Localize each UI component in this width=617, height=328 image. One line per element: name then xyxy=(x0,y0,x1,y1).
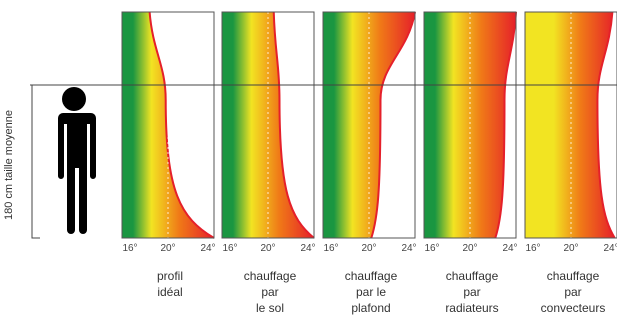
caption-line: chauffage xyxy=(445,269,499,283)
tick-label: 20° xyxy=(563,243,579,254)
profile-area-1 xyxy=(122,12,214,238)
caption-line: radiateurs xyxy=(445,301,499,315)
tick-label: 24° xyxy=(300,243,316,254)
caption-line: convecteurs xyxy=(540,301,606,315)
tick-label: 16° xyxy=(525,243,541,254)
profile-caption-3: chauffage par le plafond xyxy=(325,268,417,316)
profile-caption-4: chauffage par radiateurs xyxy=(426,268,518,316)
caption-line: chauffage xyxy=(546,269,600,283)
tick-label: 16° xyxy=(122,243,138,254)
caption-line: par xyxy=(564,285,582,299)
panel-frame-1 xyxy=(121,11,215,239)
panel-frame-5 xyxy=(524,11,617,239)
profile-curve-4 xyxy=(494,11,517,239)
tick-label: 24° xyxy=(401,243,417,254)
panel-frame-3 xyxy=(322,11,416,239)
caption-line: plafond xyxy=(351,301,391,315)
caption-line: chauffage xyxy=(344,269,398,283)
caption-line: par xyxy=(463,285,481,299)
caption-line: profil xyxy=(156,269,183,283)
profile-caption-1: profil idéal xyxy=(124,268,216,300)
tick-label: 20° xyxy=(361,243,377,254)
profile-area-4 xyxy=(424,12,516,238)
caption-line: idéal xyxy=(157,285,183,299)
profile-curve-2 xyxy=(272,11,315,239)
panel-frame-4 xyxy=(423,11,517,239)
caption-line: par le xyxy=(355,285,387,299)
tick-label: 24° xyxy=(200,243,216,254)
tick-label: 16° xyxy=(323,243,339,254)
profile-area-5 xyxy=(525,12,615,238)
tick-label: 24° xyxy=(603,243,617,254)
tick-label: 20° xyxy=(160,243,176,254)
profile-curve-1 xyxy=(148,11,215,239)
tick-label: 16° xyxy=(424,243,440,254)
tick-label: 20° xyxy=(462,243,478,254)
panel-frame-2 xyxy=(221,11,315,239)
profile-caption-5: chauffage par convecteurs xyxy=(527,268,617,316)
profile-caption-2: chauffage par le sol xyxy=(224,268,316,316)
profile-area-3 xyxy=(323,12,415,238)
caption-line: le sol xyxy=(255,301,284,315)
profile-area-2 xyxy=(222,12,314,238)
height-bracket xyxy=(31,85,40,239)
tick-label: 16° xyxy=(222,243,238,254)
caption-line: chauffage xyxy=(243,269,297,283)
tick-label: 20° xyxy=(260,243,276,254)
tick-label: 24° xyxy=(502,243,518,254)
caption-line: par xyxy=(261,285,279,299)
profile-curve-3 xyxy=(370,11,416,239)
profile-curve-5 xyxy=(596,11,616,239)
